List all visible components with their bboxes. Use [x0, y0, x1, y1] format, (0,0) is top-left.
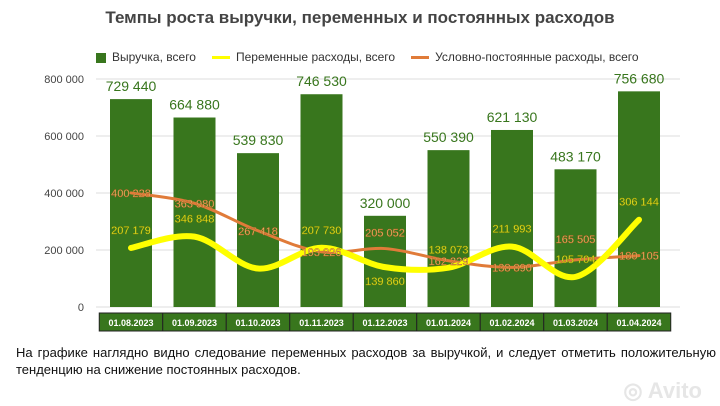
bar-data-label: 746 530	[296, 73, 347, 89]
variable-costs-label: 138 073	[429, 245, 469, 257]
variable-costs-label: 211 993	[493, 224, 532, 236]
fixed-costs-label: 363 980	[175, 198, 215, 210]
x-tick-label: 01.08.2023	[108, 318, 153, 328]
variable-costs-label: 306 144	[619, 197, 659, 209]
bar	[491, 129, 533, 307]
y-tick-label: 200 000	[44, 245, 84, 257]
x-tick-label: 01.04.2024	[616, 318, 661, 328]
bar	[618, 91, 660, 308]
y-tick-label: 400 000	[44, 188, 84, 200]
bar-data-label: 483 170	[550, 148, 601, 164]
bar-data-label: 729 440	[106, 78, 157, 94]
legend-item-variable: Переменные расходы, всего	[211, 50, 396, 64]
legend-swatch	[411, 56, 430, 60]
variable-costs-label: 139 860	[365, 276, 405, 288]
bar	[554, 169, 597, 307]
fixed-costs-line	[129, 191, 641, 269]
y-tick-label: 600 000	[44, 131, 84, 143]
bar-data-label: 320 000	[360, 195, 411, 211]
bar	[173, 117, 216, 307]
x-tick-label: 01.12.2023	[362, 318, 407, 328]
x-tick-label: 01.02.2024	[489, 318, 534, 328]
bar-data-label: 539 830	[233, 132, 284, 148]
x-tick-label: 01.01.2024	[426, 318, 471, 328]
fixed-costs-label: 267 418	[238, 226, 278, 238]
x-tick-label: 01.11.2023	[299, 318, 344, 328]
fixed-costs-label: 162 229	[429, 256, 469, 268]
legend: Выручка, всего Переменные расходы, всего…	[96, 50, 639, 64]
bar	[110, 99, 152, 308]
legend-label: Переменные расходы, всего	[235, 50, 396, 64]
fixed-costs-label: 400 228	[111, 188, 151, 200]
legend-item-revenue: Выручка, всего	[96, 50, 196, 64]
variable-costs-label: 346 848	[175, 214, 215, 226]
chart-plot: 0 200 000 400 000 600 000 800 000 729 440 664 …	[44, 70, 680, 332]
fixed-costs-label: 205 052	[365, 228, 405, 240]
bar	[300, 94, 343, 307]
legend-item-fixed: Условно-постоянные расходы, всего	[411, 50, 639, 64]
fixed-costs-label: 138 890	[492, 262, 532, 274]
variable-costs-label: 105 704	[556, 254, 596, 266]
watermark-logo: ◎ Avito	[623, 378, 702, 403]
x-category-cell	[606, 312, 672, 332]
bar-data-label: 621 130	[487, 109, 538, 125]
bar-data-label: 664 880	[169, 97, 220, 113]
legend-swatch	[211, 56, 230, 60]
x-tick-label: 01.09.2023	[172, 318, 217, 328]
variable-costs-label: 207 730	[302, 225, 342, 237]
y-tick-label: 800 000	[44, 74, 84, 86]
fixed-costs-label: 165 505	[556, 234, 596, 246]
y-tick-label: 0	[78, 302, 84, 314]
bar	[427, 150, 470, 307]
bar-data-label: 550 390	[423, 129, 474, 145]
bar-data-label: 756 680	[614, 70, 665, 86]
legend-label: Условно-постоянные расходы, всего	[435, 50, 639, 64]
legend-swatch	[96, 52, 106, 63]
caption: На графике наглядно видно следование пер…	[16, 345, 716, 377]
fixed-costs-label: 180 105	[619, 251, 659, 263]
legend-label: Выручка, всего	[112, 50, 196, 64]
chart-title: Темпы роста выручки, переменных и постоя…	[105, 8, 615, 27]
x-tick-label: 01.10.2023	[235, 318, 280, 328]
x-tick-label: 01.03.2024	[553, 318, 598, 328]
fixed-costs-label: 193 226	[302, 247, 342, 259]
variable-costs-label: 207 179	[111, 225, 151, 237]
variable-costs-line	[128, 216, 642, 281]
